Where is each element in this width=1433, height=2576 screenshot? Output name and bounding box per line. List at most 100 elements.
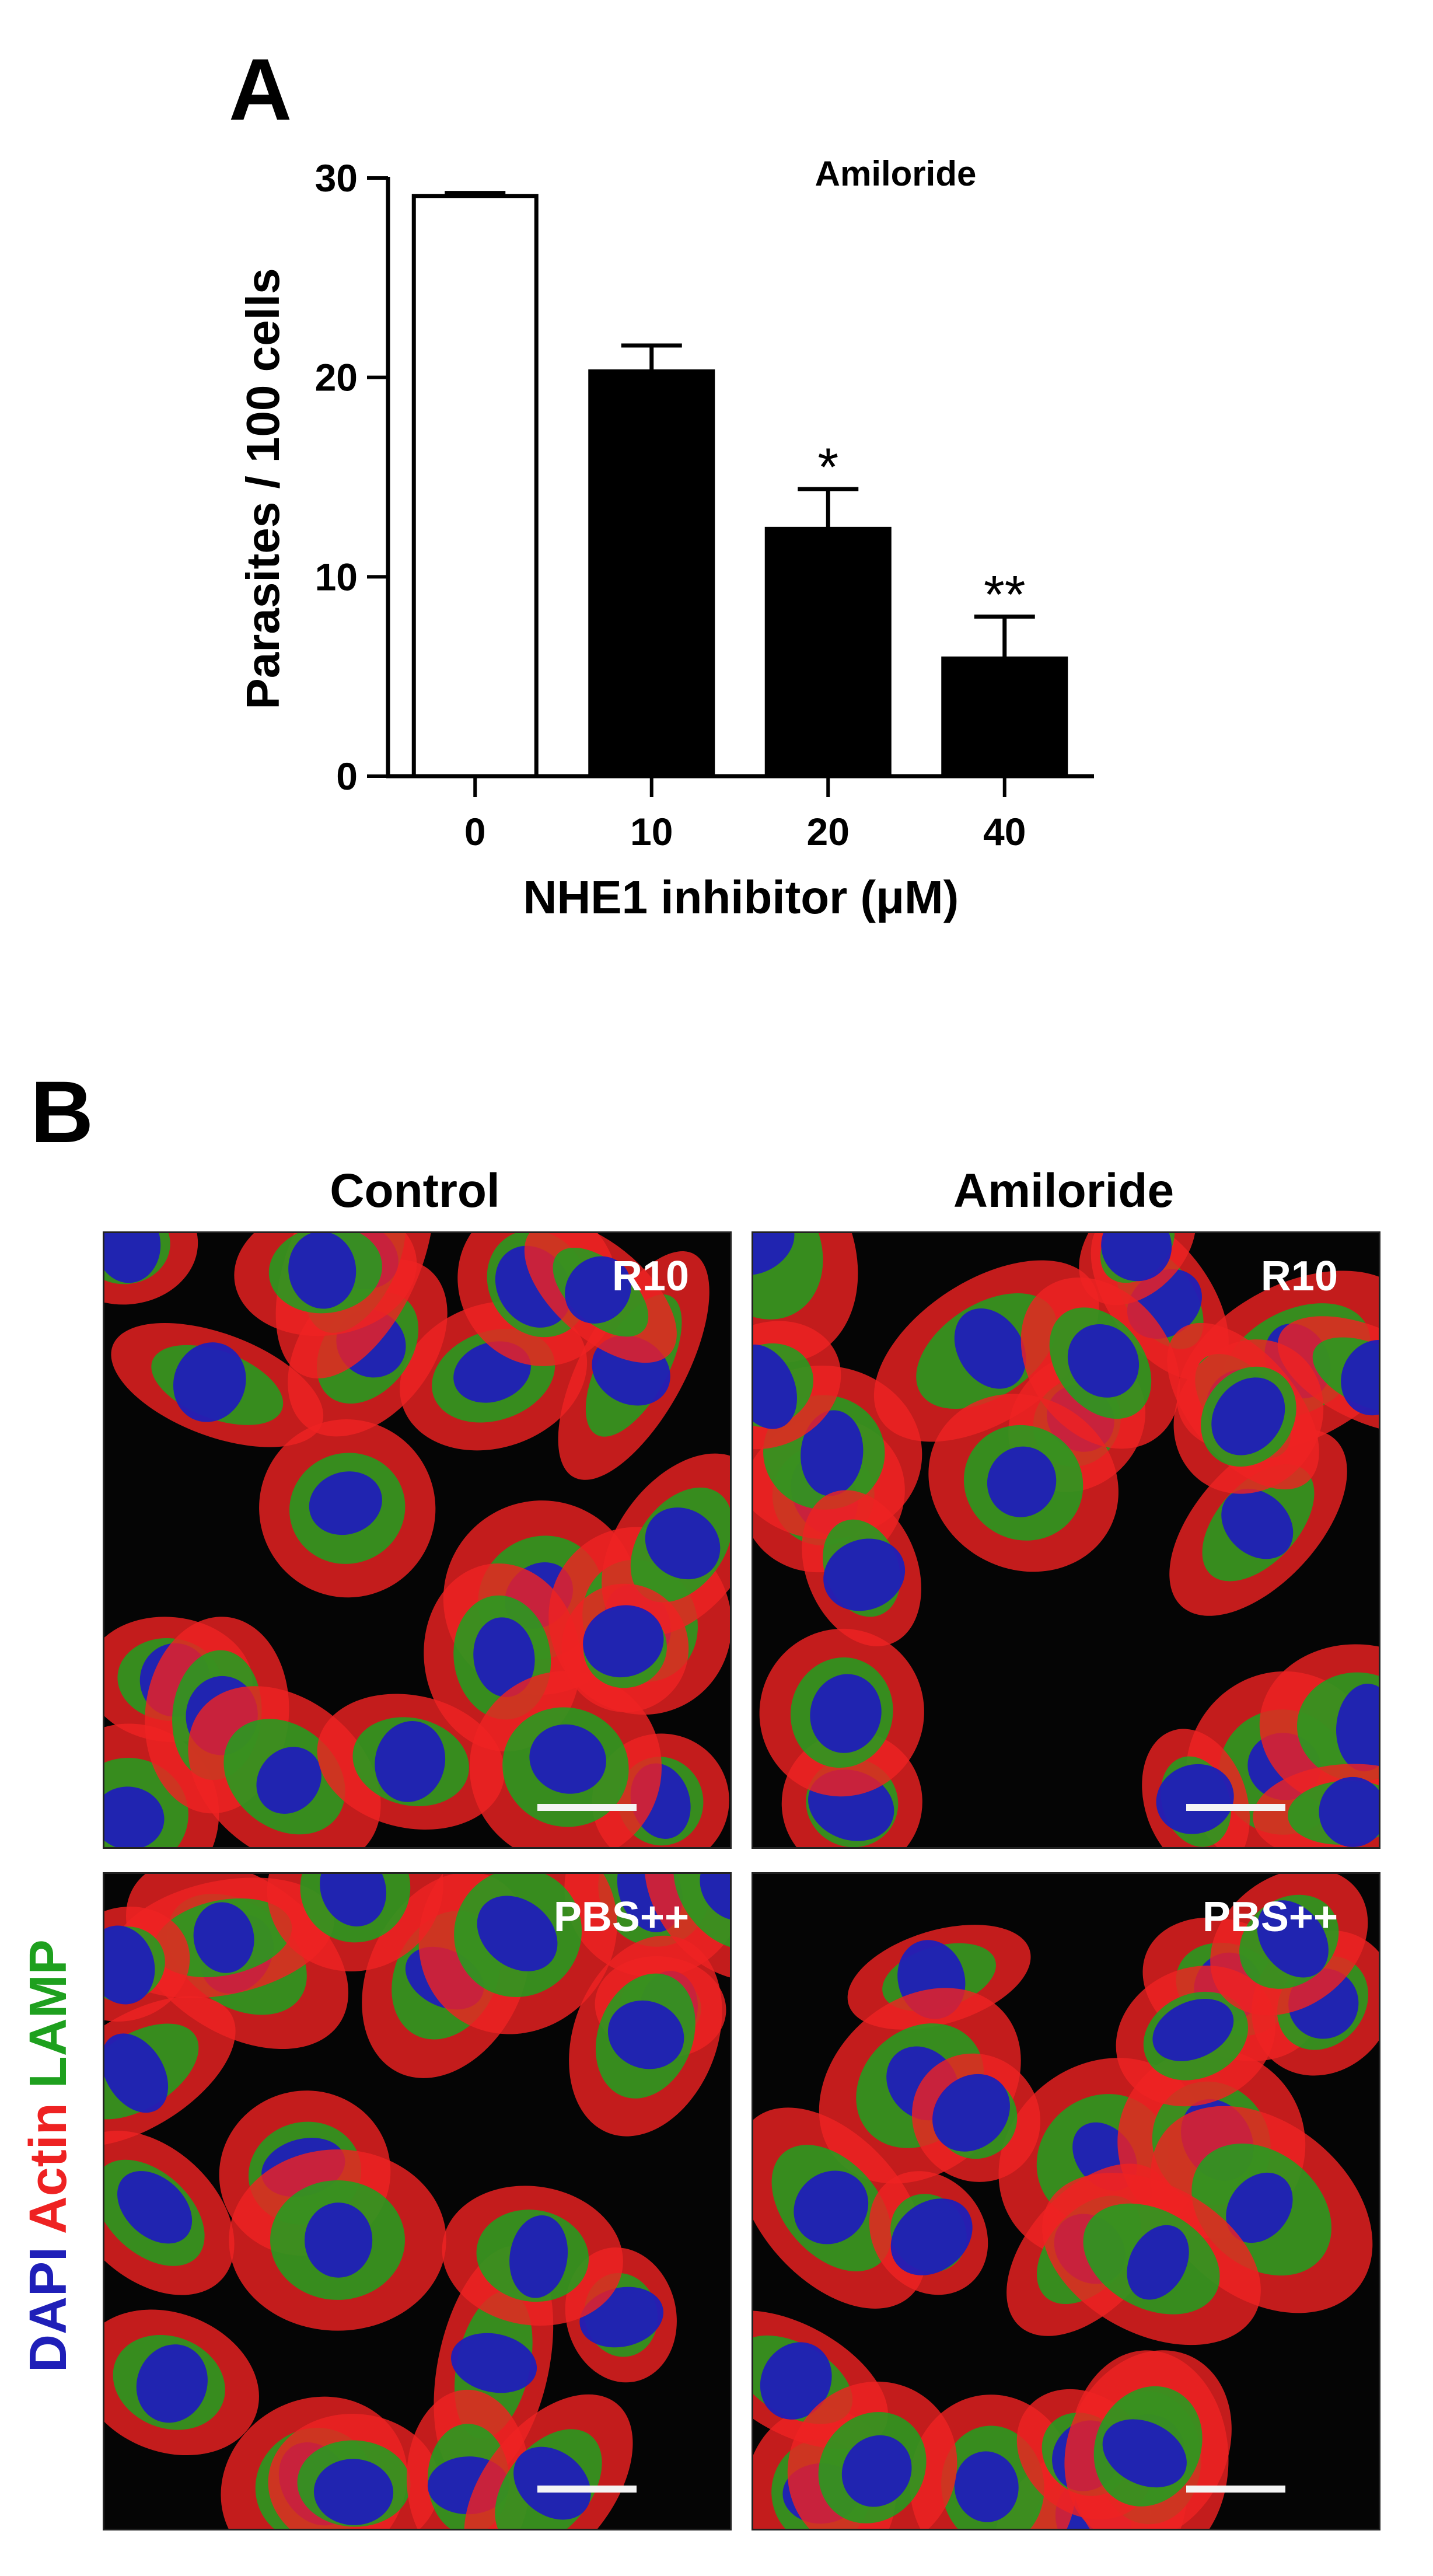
scale-bar	[537, 2486, 637, 2493]
stain-legend: DAPI Actin LAMP	[19, 1939, 78, 2372]
bar-10	[588, 369, 715, 779]
cell	[104, 2130, 235, 2295]
dapi-nucleus	[193, 1902, 254, 1973]
dapi-nucleus	[1257, 1900, 1329, 1978]
bar-chart: 0 10 20 30 0 10 20 * 40 ** Amiloride NHE1 inhibitor…	[237, 154, 1094, 923]
dapi-nucleus	[256, 1747, 321, 1814]
cell	[787, 2381, 957, 2529]
dapi-nucleus	[305, 2202, 373, 2278]
cell	[1079, 1233, 1196, 1306]
dapi-nucleus	[645, 1507, 721, 1580]
cell	[524, 1233, 677, 1363]
cell	[469, 1671, 662, 1847]
micrograph-image	[753, 1874, 1379, 2529]
significance-marker: **	[984, 566, 1026, 625]
chart-bars	[411, 194, 1068, 779]
cell	[111, 1323, 324, 1447]
cell	[317, 1694, 505, 1830]
y-axis-label: Parasites / 100 cells	[237, 268, 289, 709]
cell	[561, 1583, 689, 1712]
dapi-nucleus	[565, 1256, 631, 1324]
dapi-nucleus	[760, 2342, 832, 2420]
dapi-nucleus	[1319, 1776, 1379, 1847]
cell	[1210, 1874, 1368, 2016]
cell	[753, 2107, 927, 2309]
dapi-nucleus	[801, 1410, 864, 1496]
bar-0	[411, 194, 539, 779]
dapi-nucleus	[794, 2170, 869, 2245]
micrograph-image	[104, 1874, 730, 2529]
cell	[869, 2171, 988, 2295]
cell	[759, 1628, 924, 1797]
dapi-nucleus	[890, 2198, 973, 2275]
micrograph-control-r10: R10	[103, 1231, 732, 1849]
condition-label-r10: R10	[1260, 1253, 1338, 1300]
dapi-nucleus	[375, 1721, 446, 1802]
cell	[418, 1874, 617, 2034]
dapi-nucleus	[954, 2451, 1019, 2522]
x-tick-label: 10	[630, 810, 673, 853]
dapi-nucleus	[1101, 1233, 1172, 1282]
cell	[1253, 1764, 1379, 1847]
x-tick-label: 40	[983, 810, 1026, 853]
dapi-nucleus	[1221, 1488, 1294, 1559]
y-tick-label: 20	[315, 356, 358, 399]
cell	[229, 2149, 446, 2331]
cell	[1064, 2350, 1232, 2529]
panel-b-letter: B	[30, 1063, 94, 1161]
cell	[1277, 1316, 1379, 1434]
scale-bar	[1186, 1804, 1285, 1811]
dapi-nucleus	[583, 1605, 664, 1678]
cell	[802, 1490, 921, 1646]
y-tick-label: 10	[315, 555, 358, 598]
bar-40	[941, 656, 1068, 779]
cell	[753, 1321, 841, 1450]
dapi-nucleus	[117, 2171, 193, 2244]
cell	[1259, 1644, 1379, 1810]
column-title-control: Control	[330, 1164, 500, 1217]
dapi-nucleus	[529, 1724, 606, 1794]
dapi-nucleus	[309, 1471, 382, 1535]
chart-title: Amiloride	[815, 154, 977, 193]
y-tick-label: 30	[315, 156, 358, 200]
dapi-nucleus	[1341, 1340, 1379, 1416]
significance-marker: *	[817, 438, 838, 497]
cell	[104, 1996, 236, 2147]
dapi-nucleus	[1226, 2172, 1293, 2243]
chart-labels: 0 10 20 30 0 10 20 * 40 ** Amiloride NHE1 inhibitor…	[237, 154, 1026, 923]
x-tick-label: 0	[464, 810, 486, 853]
stain-lamp: LAMP	[19, 1939, 78, 2089]
dapi-nucleus	[753, 1233, 795, 1275]
cell	[911, 2053, 1041, 2182]
dapi-nucleus	[104, 1786, 165, 1847]
dapi-nucleus	[450, 2333, 537, 2393]
x-axis-label: NHE1 inhibitor (μM)	[523, 871, 959, 923]
y-tick-label: 0	[336, 755, 358, 798]
cell	[644, 1874, 730, 1981]
panel-a-letter: A	[229, 40, 292, 138]
dapi-nucleus	[1211, 1377, 1285, 1455]
bar-20	[764, 526, 892, 779]
cell	[1173, 1339, 1324, 1494]
dapi-nucleus	[1127, 2225, 1189, 2300]
scale-bar	[537, 1804, 637, 1811]
dapi-nucleus	[1336, 1683, 1379, 1772]
dapi-nucleus	[313, 2459, 394, 2525]
dapi-nucleus	[932, 2074, 1010, 2152]
cell	[104, 2309, 259, 2456]
x-tick-label: 20	[807, 810, 850, 853]
dapi-nucleus	[1067, 1324, 1140, 1398]
dapi-nucleus	[823, 1538, 906, 1611]
dapi-nucleus	[1102, 2419, 1187, 2488]
cell	[1116, 1966, 1276, 2107]
dapi-nucleus	[509, 2215, 568, 2298]
dapi-nucleus	[104, 1233, 161, 1283]
dapi-nucleus	[1152, 1999, 1234, 2061]
chart-error-bars	[445, 191, 1035, 659]
dapi-nucleus	[288, 1233, 356, 1309]
dapi-nucleus	[1156, 1764, 1234, 1834]
dapi-nucleus	[700, 1874, 730, 1921]
dapi-nucleus	[136, 2344, 208, 2423]
dapi-nucleus	[473, 1617, 535, 1697]
cell	[1142, 1729, 1250, 1847]
